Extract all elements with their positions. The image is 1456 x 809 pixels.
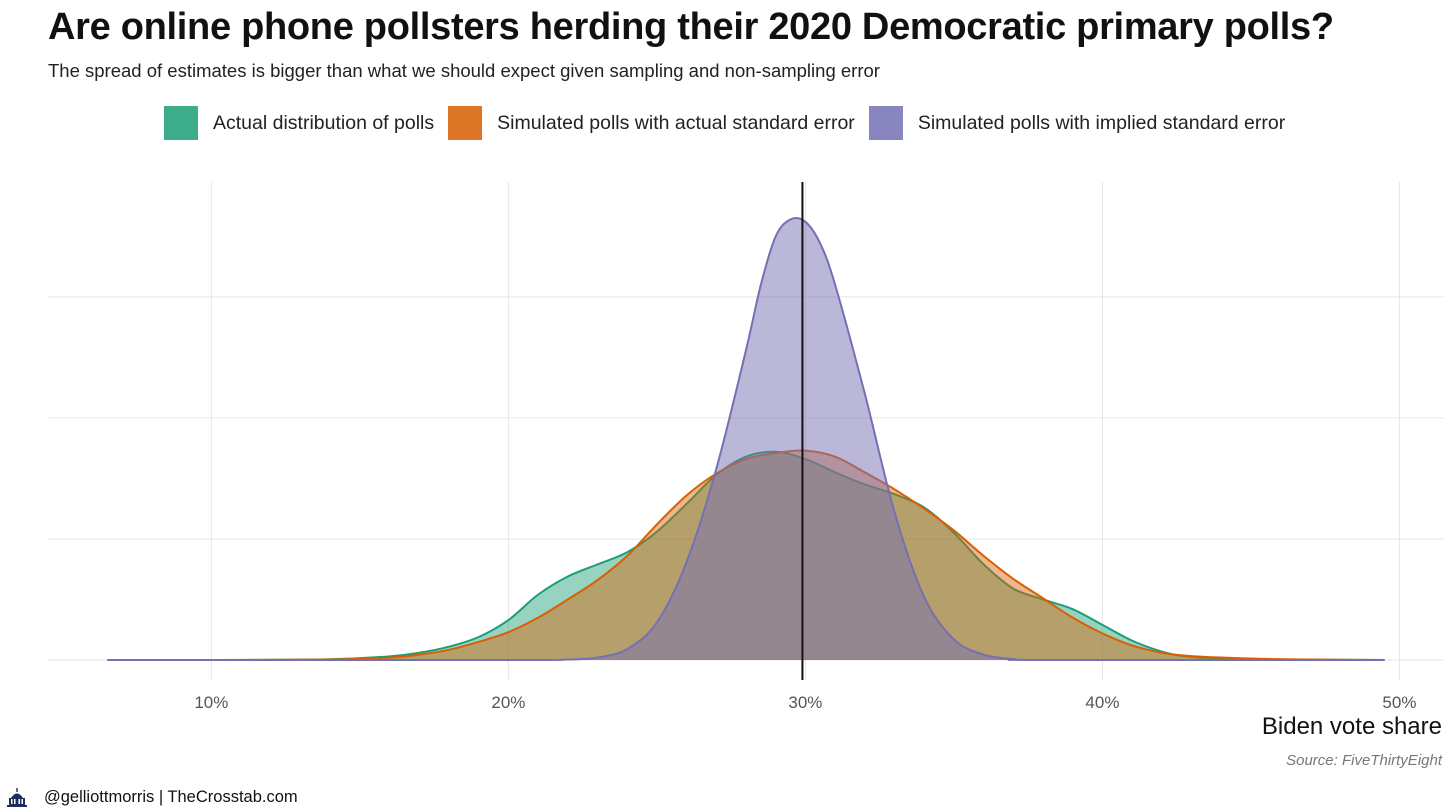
legend-label-simulated-actual-se: Simulated polls with actual standard err… <box>497 111 855 134</box>
density-areas <box>107 217 1385 662</box>
source-note: Source: FiveThirtyEight <box>1286 752 1442 769</box>
x-tick-label-50: 50% <box>1382 693 1416 712</box>
x-tick-label-20: 20% <box>491 693 525 712</box>
chart-subtitle: The spread of estimates is bigger than w… <box>48 60 880 81</box>
legend-item-actual: Actual distribution of polls <box>164 106 434 140</box>
legend-label-actual: Actual distribution of polls <box>213 111 435 134</box>
legend-label-simulated-implied-se: Simulated polls with implied standard er… <box>917 111 1286 134</box>
chart-title: Are online phone pollsters herding their… <box>48 6 1334 48</box>
author-handle: @gelliottmorris | TheCrosstab.com <box>44 787 298 806</box>
legend-item-simulated-actual-se: Simulated polls with actual standard err… <box>448 106 855 140</box>
legend-swatch-simulated-implied-se <box>868 106 903 140</box>
x-axis-title: Biden vote share <box>1261 713 1442 740</box>
legend-swatch-actual <box>164 106 198 140</box>
x-tick-label-10: 10% <box>194 693 228 712</box>
x-axis-ticks: 10% 20% 30% 40% 50% <box>194 693 1416 712</box>
density-area-simulated-implied-se-fill <box>107 218 1385 660</box>
x-tick-label-40: 40% <box>1085 693 1119 712</box>
x-tick-label-30: 30% <box>788 693 822 712</box>
capitol-dome-icon <box>6 786 28 808</box>
legend-swatch-simulated-actual-se <box>448 106 483 140</box>
footer: @gelliottmorris | TheCrosstab.com <box>6 786 298 808</box>
legend: Actual distribution of polls Simulated p… <box>164 106 1299 140</box>
density-area-simulated-implied-se-outline <box>107 217 1385 662</box>
legend-item-simulated-implied-se: Simulated polls with implied standard er… <box>868 106 1286 140</box>
